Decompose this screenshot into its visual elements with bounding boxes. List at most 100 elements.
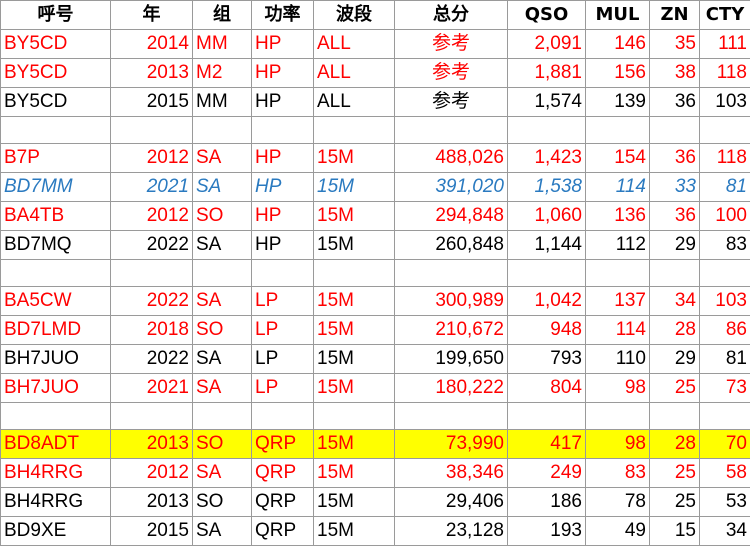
cty-cell: 86 — [700, 316, 750, 345]
power-cell: HP — [252, 59, 314, 88]
group-cell: MM — [193, 30, 252, 59]
year-cell: 2013 — [111, 59, 193, 88]
callsign-cell: BD7MM — [1, 173, 111, 202]
band-cell: 15M — [314, 345, 395, 374]
qso-cell: 804 — [508, 374, 586, 403]
callsign-cell: BY5CD — [1, 88, 111, 117]
power-cell: QRP — [252, 459, 314, 488]
cty-cell: 73 — [700, 374, 750, 403]
header-year: 年 — [111, 1, 193, 30]
callsign-cell — [1, 117, 111, 144]
mul-cell: 78 — [586, 488, 650, 517]
callsign-cell — [1, 260, 111, 287]
cty-cell: 81 — [700, 173, 750, 202]
power-cell: LP — [252, 374, 314, 403]
power-cell: HP — [252, 88, 314, 117]
group-cell: SA — [193, 231, 252, 260]
year-cell: 2022 — [111, 231, 193, 260]
cty-cell — [700, 260, 750, 287]
group-cell: SO — [193, 316, 252, 345]
band-cell: 15M — [314, 316, 395, 345]
score-cell: 23,128 — [395, 517, 508, 546]
zn-cell: 15 — [650, 517, 700, 546]
callsign-cell: BH4RRG — [1, 488, 111, 517]
qso-cell: 793 — [508, 345, 586, 374]
header-band: 波段 — [314, 1, 395, 30]
qso-cell: 193 — [508, 517, 586, 546]
zn-cell: 29 — [650, 231, 700, 260]
score-cell: 180,222 — [395, 374, 508, 403]
mul-cell: 146 — [586, 30, 650, 59]
group-cell: SO — [193, 202, 252, 231]
group-cell: SA — [193, 374, 252, 403]
zn-cell — [650, 117, 700, 144]
qso-cell — [508, 403, 586, 430]
qso-cell: 948 — [508, 316, 586, 345]
cty-cell: 111 — [700, 30, 750, 59]
cty-cell: 103 — [700, 287, 750, 316]
year-cell: 2012 — [111, 202, 193, 231]
band-cell: 15M — [314, 430, 395, 459]
band-cell: 15M — [314, 173, 395, 202]
cty-cell — [700, 117, 750, 144]
score-cell: 参考 — [395, 30, 508, 59]
group-cell: SA — [193, 459, 252, 488]
mul-cell: 156 — [586, 59, 650, 88]
callsign-cell: BA4TB — [1, 202, 111, 231]
qso-cell — [508, 260, 586, 287]
zn-cell — [650, 403, 700, 430]
power-cell: HP — [252, 30, 314, 59]
header-callsign: 呼号 — [1, 1, 111, 30]
group-cell: SA — [193, 173, 252, 202]
group-cell: SO — [193, 430, 252, 459]
spacer-row — [1, 403, 750, 430]
mul-cell: 83 — [586, 459, 650, 488]
cty-cell: 58 — [700, 459, 750, 488]
year-cell: 2013 — [111, 488, 193, 517]
group-cell — [193, 260, 252, 287]
zn-cell: 29 — [650, 345, 700, 374]
mul-cell: 98 — [586, 430, 650, 459]
header-score: 总分 — [395, 1, 508, 30]
spacer-row — [1, 260, 750, 287]
year-cell: 2021 — [111, 374, 193, 403]
group-cell — [193, 117, 252, 144]
year-cell: 2021 — [111, 173, 193, 202]
score-cell: 488,026 — [395, 144, 508, 173]
mul-cell: 110 — [586, 345, 650, 374]
callsign-cell — [1, 403, 111, 430]
zn-cell: 28 — [650, 430, 700, 459]
band-cell: 15M — [314, 374, 395, 403]
power-cell — [252, 260, 314, 287]
cty-cell: 103 — [700, 88, 750, 117]
qso-cell: 249 — [508, 459, 586, 488]
group-cell: SA — [193, 517, 252, 546]
power-cell: QRP — [252, 488, 314, 517]
mul-cell: 49 — [586, 517, 650, 546]
cty-cell: 118 — [700, 144, 750, 173]
power-cell — [252, 403, 314, 430]
qso-cell: 1,538 — [508, 173, 586, 202]
band-cell — [314, 117, 395, 144]
power-cell: QRP — [252, 517, 314, 546]
score-cell: 29,406 — [395, 488, 508, 517]
year-cell: 2012 — [111, 144, 193, 173]
score-cell: 199,650 — [395, 345, 508, 374]
year-cell: 2022 — [111, 345, 193, 374]
group-cell: M2 — [193, 59, 252, 88]
callsign-cell: BD7MQ — [1, 231, 111, 260]
year-cell: 2022 — [111, 287, 193, 316]
header-qso: QSO — [508, 1, 586, 30]
score-cell — [395, 117, 508, 144]
mul-cell: 98 — [586, 374, 650, 403]
